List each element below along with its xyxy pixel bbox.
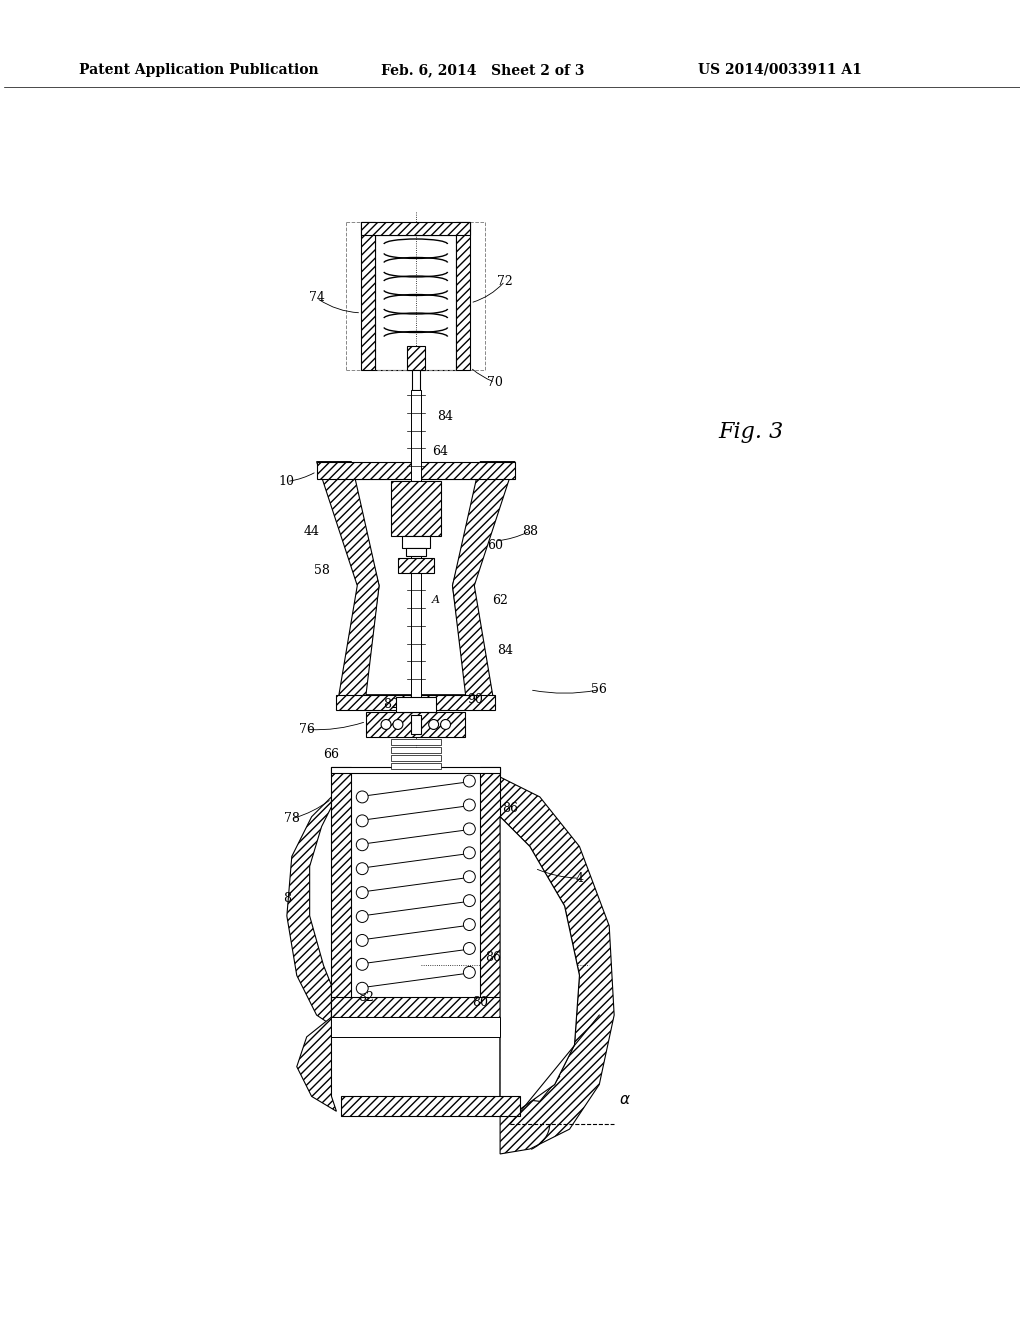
Text: Fig. 3: Fig. 3 [718,421,783,444]
Polygon shape [316,462,515,479]
Text: 72: 72 [498,275,513,288]
Text: 64: 64 [432,445,449,458]
Polygon shape [367,711,465,738]
Circle shape [356,935,369,946]
Polygon shape [351,774,480,997]
Circle shape [464,966,475,978]
Text: 60: 60 [487,540,503,553]
Text: US 2014/0033911 A1: US 2014/0033911 A1 [698,63,862,77]
Polygon shape [411,391,421,719]
Polygon shape [341,1097,520,1117]
Polygon shape [457,222,470,371]
Polygon shape [332,767,351,1018]
Circle shape [464,799,475,810]
Circle shape [429,719,438,730]
Polygon shape [361,222,470,235]
Polygon shape [361,222,375,371]
Circle shape [356,982,369,994]
Circle shape [356,838,369,850]
Text: 84: 84 [497,644,513,656]
Polygon shape [407,346,425,371]
Circle shape [464,775,475,787]
Polygon shape [480,767,500,1018]
Text: $\alpha$: $\alpha$ [620,1093,631,1107]
Polygon shape [396,697,435,711]
Text: 88: 88 [522,524,538,537]
Text: A: A [432,595,439,606]
Text: 84: 84 [437,411,454,424]
Polygon shape [412,371,420,391]
Polygon shape [500,777,614,1154]
Polygon shape [398,558,433,573]
Polygon shape [337,694,496,710]
Circle shape [356,814,369,826]
Polygon shape [391,763,440,770]
Polygon shape [391,747,440,754]
Text: 74: 74 [308,292,325,305]
Text: 70: 70 [487,376,503,389]
Text: 82: 82 [358,991,374,1003]
Polygon shape [391,482,440,536]
Text: 86: 86 [502,803,518,816]
Polygon shape [391,755,440,762]
Circle shape [464,942,475,954]
Circle shape [464,895,475,907]
Polygon shape [316,462,379,710]
Polygon shape [453,462,515,710]
Text: 4: 4 [575,871,584,884]
Polygon shape [391,739,440,746]
Circle shape [464,871,475,883]
Text: 8: 8 [283,891,291,904]
Circle shape [356,911,369,923]
Text: 86: 86 [485,950,501,964]
Circle shape [440,719,451,730]
Text: 44: 44 [304,524,319,537]
Circle shape [356,863,369,875]
Text: 80: 80 [472,995,488,1008]
Circle shape [356,791,369,803]
Text: 90: 90 [467,693,483,706]
Polygon shape [500,1018,559,1101]
Polygon shape [287,797,332,1026]
Text: Feb. 6, 2014   Sheet 2 of 3: Feb. 6, 2014 Sheet 2 of 3 [381,63,585,77]
Text: Patent Application Publication: Patent Application Publication [79,63,318,77]
Polygon shape [500,817,580,1114]
Polygon shape [375,235,457,371]
Circle shape [393,719,402,730]
Text: 76: 76 [299,723,314,737]
Text: 78: 78 [284,812,300,825]
Polygon shape [297,1018,337,1111]
Polygon shape [401,536,430,548]
Text: 58: 58 [313,564,330,577]
Circle shape [356,887,369,899]
Circle shape [381,719,391,730]
Circle shape [356,958,369,970]
Text: 66: 66 [324,747,340,760]
Text: 10: 10 [279,475,295,488]
Text: 82: 82 [383,698,399,711]
Polygon shape [332,767,500,774]
Polygon shape [332,1018,500,1038]
Polygon shape [411,714,421,734]
Circle shape [464,822,475,834]
Circle shape [464,919,475,931]
Polygon shape [332,997,500,1018]
Polygon shape [351,479,480,694]
Circle shape [464,847,475,859]
Text: 56: 56 [591,684,607,696]
Text: 62: 62 [493,594,508,607]
Polygon shape [406,548,426,556]
